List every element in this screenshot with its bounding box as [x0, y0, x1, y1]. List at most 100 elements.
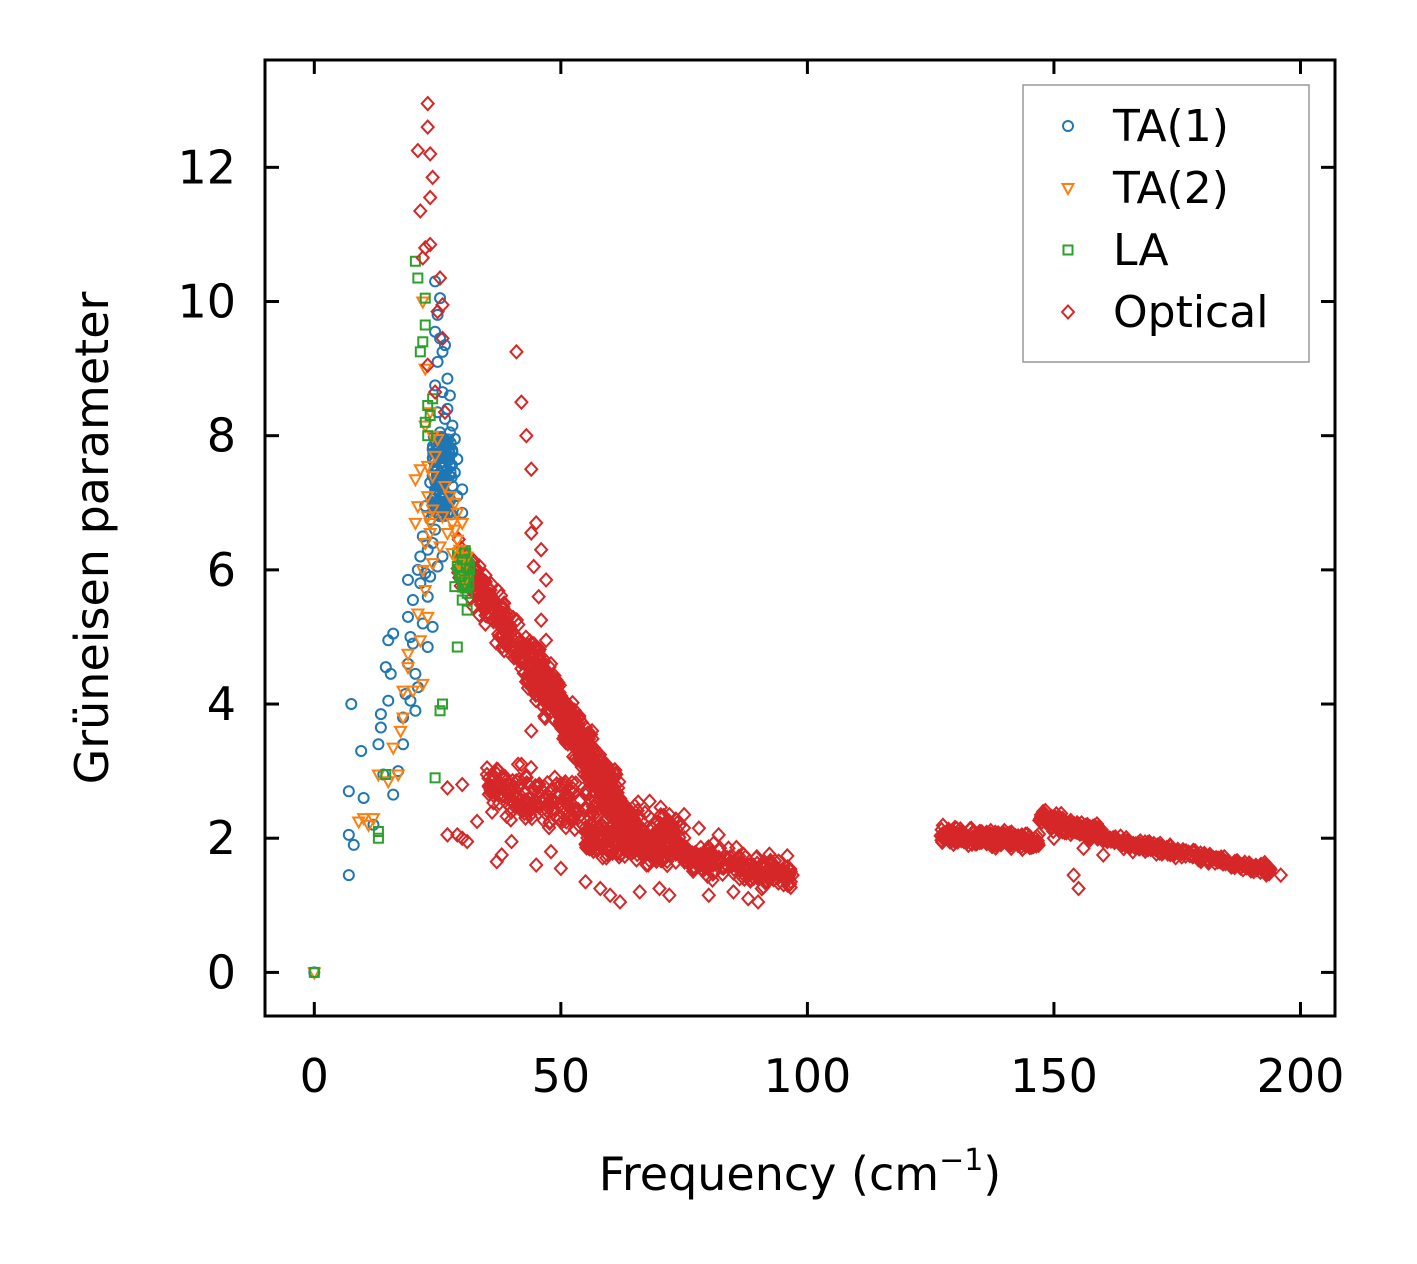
- optical-point: [415, 249, 431, 266]
- ta-2-point: [356, 813, 371, 827]
- optical-point-dense: [993, 836, 1009, 853]
- optical-point-dense: [543, 792, 559, 809]
- ta-2-point: [390, 769, 406, 783]
- optical-point-dense: [503, 792, 518, 809]
- ta-1-point: [342, 869, 355, 882]
- x-tick-label: 200: [1257, 1049, 1345, 1103]
- ta-2-point: [415, 678, 430, 692]
- legend-marker-ta-2: [1060, 183, 1076, 197]
- la-point: [419, 319, 431, 331]
- optical-point: [661, 806, 677, 823]
- ta-1-point: [436, 345, 449, 358]
- optical-point-dense: [603, 787, 619, 804]
- optical-point: [661, 887, 677, 904]
- ta-2-point: [430, 434, 445, 448]
- optical-point: [412, 202, 428, 219]
- optical-point-dense: [493, 587, 509, 604]
- x-tick-label: 0: [300, 1049, 329, 1103]
- optical-point-dense: [1118, 835, 1134, 852]
- optical-point-dense: [938, 826, 953, 843]
- optical-point-dense: [588, 754, 604, 771]
- ta-1-point: [429, 379, 442, 392]
- optical-point: [676, 806, 692, 823]
- legend-marker-optical: [1060, 304, 1076, 320]
- ta-2-point: [418, 363, 433, 377]
- optical-point-dense: [664, 824, 679, 841]
- optical-point-dense: [627, 797, 643, 814]
- optical-point-dense: [512, 777, 527, 794]
- ta-1-point: [342, 785, 355, 798]
- optical-point-dense: [705, 872, 720, 888]
- x-tick-label: 100: [763, 1049, 851, 1103]
- optical-point-dense: [510, 756, 526, 773]
- ta-1-point: [374, 721, 387, 734]
- optical-point: [780, 877, 796, 894]
- optical-point: [469, 813, 485, 830]
- optical-point: [422, 236, 438, 253]
- optical-point-dense: [676, 848, 692, 865]
- optical-point-dense: [597, 829, 612, 846]
- ta-1-point: [434, 292, 447, 305]
- ta-1-point: [446, 419, 459, 432]
- optical-point-dense: [569, 805, 584, 822]
- ta-2-point: [418, 538, 433, 552]
- ta-2-point: [351, 816, 366, 830]
- optical-point-dense: [610, 845, 626, 862]
- ta-2-point: [413, 464, 428, 478]
- optical-point-dense: [531, 650, 546, 667]
- optical-point-dense: [480, 597, 495, 614]
- optical-point-dense: [589, 796, 605, 813]
- optical-point-dense: [950, 826, 966, 843]
- ta-1-point: [355, 745, 368, 758]
- optical-point: [711, 826, 727, 843]
- ta-2-point: [447, 524, 463, 538]
- optical-point: [1095, 847, 1111, 863]
- la-point: [437, 698, 449, 710]
- optical-point-dense: [953, 827, 969, 844]
- optical-point: [785, 867, 800, 884]
- optical-point-dense: [558, 819, 574, 836]
- optical-point: [548, 675, 564, 692]
- ta-1-point: [431, 308, 444, 321]
- optical-point-dense: [635, 821, 651, 838]
- optical-point-dense: [479, 759, 495, 776]
- optical-point: [494, 769, 510, 786]
- optical-point-dense: [581, 774, 597, 791]
- optical-point-dense: [561, 787, 577, 804]
- optical-point: [440, 779, 455, 796]
- legend-label-la: LA: [1113, 225, 1169, 276]
- la-point: [372, 832, 384, 844]
- optical-point-dense: [578, 836, 593, 853]
- optical-point-dense: [1156, 839, 1171, 856]
- optical-point-dense: [653, 799, 669, 816]
- ta-1-point: [441, 372, 454, 385]
- optical-point: [731, 850, 746, 867]
- ta-1-point: [384, 667, 397, 680]
- ta-1-point: [374, 708, 387, 721]
- optical-point-dense: [749, 869, 765, 886]
- ta-1-point: [397, 738, 410, 751]
- optical-point-dense: [556, 714, 572, 731]
- optical-point: [652, 880, 667, 897]
- optical-point-dense: [531, 776, 547, 793]
- optical-point-dense: [705, 866, 721, 882]
- ta-2-point: [386, 742, 401, 756]
- optical-point-dense: [1223, 859, 1239, 875]
- la-point: [451, 641, 463, 653]
- la-point: [461, 604, 473, 616]
- optical-point-dense: [1249, 861, 1264, 878]
- optical-point-dense: [767, 852, 783, 869]
- optical-point-dense: [629, 841, 645, 858]
- ta-1-point: [421, 641, 434, 654]
- optical-point: [612, 893, 628, 910]
- y-tick-label: 6: [207, 543, 236, 597]
- optical-point-dense: [544, 782, 560, 799]
- optical-point-dense: [1214, 851, 1230, 868]
- la-point: [417, 336, 429, 348]
- optical-point-dense: [617, 848, 633, 865]
- ta-1-point: [426, 443, 439, 456]
- optical-point-dense: [491, 779, 506, 796]
- optical-point: [514, 394, 529, 411]
- x-axis-title-close: ): [983, 1147, 1001, 1201]
- ta-1-point: [448, 433, 461, 446]
